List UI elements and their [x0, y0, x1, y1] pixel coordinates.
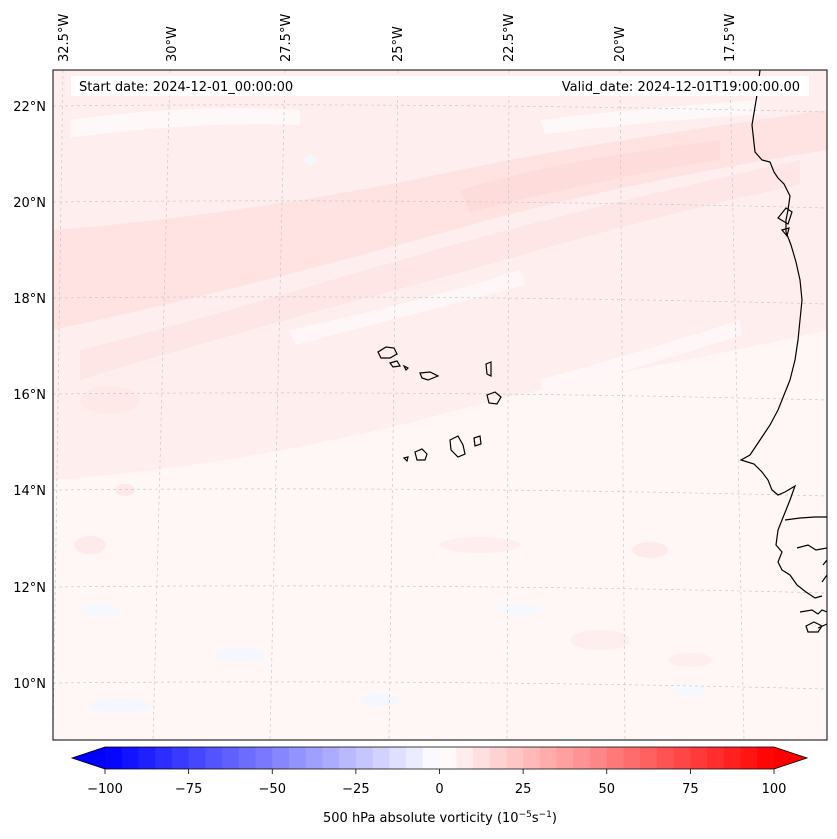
colorbar-cell — [707, 747, 725, 769]
colorbar-tick-label: 0 — [435, 782, 443, 797]
colorbar-cell — [539, 747, 558, 769]
lat-label: 14°N — [13, 484, 46, 499]
colorbar-cell — [573, 747, 591, 769]
colorbar-cell — [272, 747, 290, 769]
colorbar-cells — [105, 747, 775, 769]
lon-label: 22.5°W — [502, 14, 517, 62]
colorbar-cell — [606, 747, 625, 769]
colorbar-cell — [740, 747, 758, 769]
colorbar-cell — [439, 747, 457, 769]
lon-label: 17.5°W — [723, 14, 738, 62]
cape-verde-islands — [377, 346, 502, 463]
colorbar-ticks: −100 −75 −50 −25 0 25 50 75 100 — [87, 769, 786, 797]
colorbar-tick-label: 100 — [762, 782, 787, 797]
lon-label: 32.5°W — [57, 14, 72, 62]
longitude-labels: 32.5°W 30°W 27.5°W 25°W 22.5°W 20°W 17.5… — [57, 14, 738, 62]
latitude-labels: 22°N 20°N 18°N 16°N 14°N 12°N 10°N — [13, 100, 46, 692]
colorbar-cell — [406, 747, 424, 769]
colorbar-cell — [222, 747, 240, 769]
colorbar-cell — [422, 747, 441, 769]
colorbar-tick-label: 75 — [682, 782, 699, 797]
lat-label: 12°N — [13, 581, 46, 596]
lon-label: 30°W — [165, 26, 180, 62]
colorbar-cell — [556, 747, 574, 769]
lat-label: 10°N — [13, 677, 46, 692]
colorbar-cell — [506, 747, 524, 769]
colorbar-cell — [322, 747, 340, 769]
colorbar-cell — [640, 747, 658, 769]
colorbar-cell — [489, 747, 508, 769]
colorbar-cell — [305, 747, 324, 769]
colorbar-cell — [523, 747, 541, 769]
colorbar-cell — [121, 747, 140, 769]
colorbar-cell — [472, 747, 491, 769]
colorbar-cell — [339, 747, 357, 769]
lon-label: 25°W — [391, 26, 406, 62]
colorbar-cell — [372, 747, 390, 769]
colorbar-min-extend — [72, 747, 105, 769]
colorbar-cell — [623, 747, 641, 769]
colorbar-tick-label: −25 — [342, 782, 369, 797]
colorbar-cell — [389, 747, 407, 769]
colorbar-cell — [238, 747, 257, 769]
valid-date: Valid_date: 2024-12-01T19:00:00.00 — [562, 80, 800, 95]
colorbar-tick-label: −50 — [259, 782, 286, 797]
colorbar-cell — [155, 747, 173, 769]
colorbar-cell — [723, 747, 742, 769]
colorbar-max-extend — [774, 747, 807, 769]
map-frame — [52, 69, 828, 741]
colorbar-cell — [105, 747, 123, 769]
colorbar-cell — [757, 747, 775, 769]
colorbar-label: 500 hPa absolute vorticity (10−5s−1) — [323, 810, 557, 826]
colorbar: −100 −75 −50 −25 0 25 50 75 100 500 hPa absolute… — [70, 746, 809, 826]
colorbar-cell — [590, 747, 608, 769]
vorticity-field — [53, 70, 827, 740]
colorbar-cell — [690, 747, 708, 769]
colorbar-cell — [673, 747, 691, 769]
colorbar-tick-label: −75 — [175, 782, 202, 797]
colorbar-cell — [205, 747, 223, 769]
colorbar-tick-label: 50 — [598, 782, 615, 797]
start-date: Start date: 2024-12-01_00:00:00 — [79, 80, 293, 95]
colorbar-cell — [255, 747, 273, 769]
lat-label: 18°N — [13, 292, 46, 307]
colorbar-cell — [288, 747, 307, 769]
colorbar-tick-label: 25 — [515, 782, 532, 797]
colorbar-cell — [171, 747, 190, 769]
lat-label: 22°N — [13, 100, 46, 115]
colorbar-cell — [188, 747, 206, 769]
african-coastline — [739, 70, 827, 633]
lat-label: 20°N — [13, 196, 46, 211]
colorbar-cell — [456, 747, 474, 769]
lon-label: 20°W — [613, 26, 628, 62]
colorbar-cell — [355, 747, 374, 769]
header-box — [71, 76, 809, 96]
lat-label: 16°N — [13, 388, 46, 403]
colorbar-cell — [656, 747, 675, 769]
colorbar-tick-label: −100 — [87, 782, 123, 797]
lon-label: 27.5°W — [279, 14, 294, 62]
colorbar-cell — [138, 747, 156, 769]
